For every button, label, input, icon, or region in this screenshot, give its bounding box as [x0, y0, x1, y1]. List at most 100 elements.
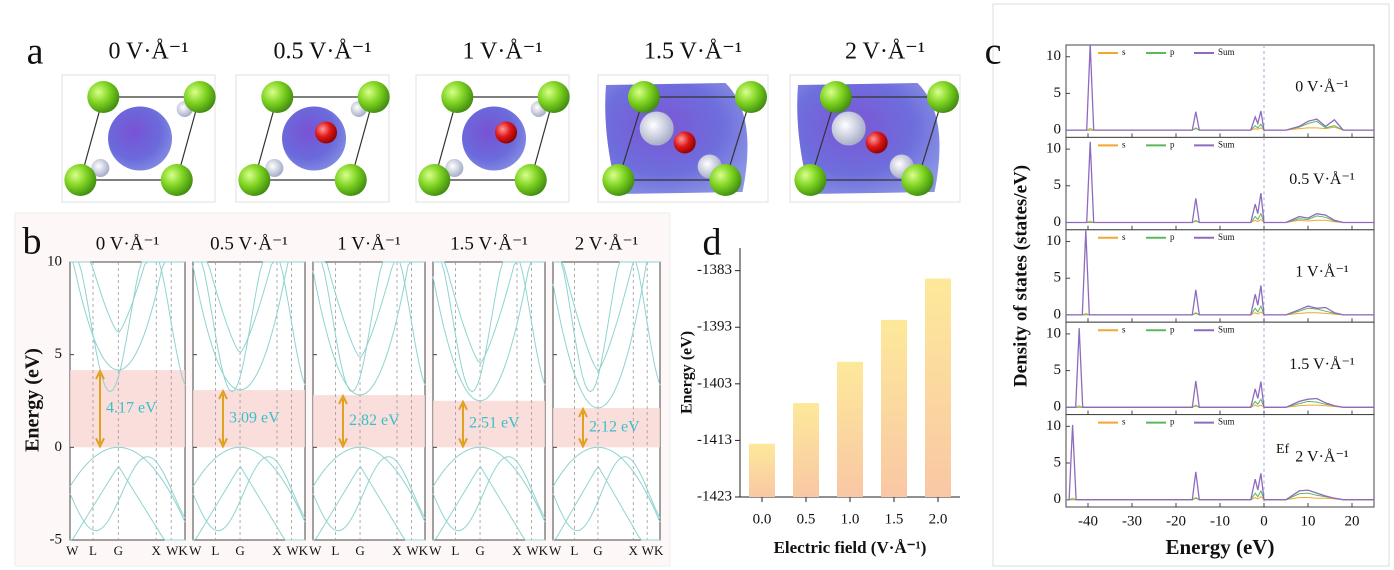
y-tick-label: 0 — [1054, 491, 1062, 507]
y-tick-label: 5 — [1054, 270, 1062, 286]
band-curve — [69, 446, 186, 523]
k-label: W — [549, 543, 562, 558]
band-curve — [312, 261, 425, 396]
band-curve — [313, 261, 425, 359]
band-curve — [313, 261, 426, 393]
atom — [627, 81, 660, 113]
atom — [709, 164, 742, 196]
charge-lobe — [265, 159, 284, 177]
gap-region — [193, 390, 305, 448]
panel-label: d — [703, 222, 722, 264]
oxygen-atom — [865, 131, 888, 154]
y-tick-label: 10 — [1046, 418, 1061, 434]
dos-title: 2 V·Å⁻¹ — [1295, 447, 1349, 465]
x-tick-label: 20 — [1345, 513, 1360, 529]
arrow-head — [218, 388, 228, 400]
charge-lobe — [91, 159, 110, 177]
plot-frame — [1065, 229, 1375, 323]
atom — [441, 81, 474, 113]
gap-region — [70, 370, 185, 448]
x-tick-label: 0.5 — [797, 511, 816, 527]
panel-label: a — [27, 31, 44, 73]
arrow-head — [95, 437, 105, 449]
band-curve — [312, 446, 426, 523]
band-curve — [193, 261, 306, 393]
band-curve — [432, 446, 546, 523]
legend-label: Sum — [1218, 139, 1235, 149]
y-tick-label: 10 — [47, 253, 62, 269]
x-tick-label: -10 — [1210, 513, 1230, 529]
y-axis-label: Density of states (states/eV) — [1010, 165, 1031, 387]
y-tick-label: 10 — [1046, 48, 1061, 64]
dos-line — [1066, 44, 1374, 131]
y-tick-label: 10 — [1046, 141, 1061, 157]
atom — [160, 164, 193, 196]
charge-lobe — [445, 159, 464, 177]
legend-label: p — [1170, 324, 1175, 334]
legend-label: s — [1122, 47, 1126, 57]
legend-label: p — [1170, 417, 1175, 427]
x-axis-label: Energy (eV) — [1165, 535, 1274, 559]
legend-label: s — [1122, 139, 1126, 149]
band-title: 1 V·Å⁻¹ — [337, 233, 401, 254]
y-axis-label: Energy (eV) — [22, 348, 44, 452]
band-curve — [433, 261, 545, 365]
atom — [238, 164, 271, 196]
y-tick-label: -1423 — [697, 488, 732, 504]
band-curve — [432, 261, 545, 402]
legend-label: Sum — [1218, 47, 1235, 57]
band-curve — [432, 456, 546, 532]
band-curve — [433, 261, 546, 393]
dos-title: 0 V·Å⁻¹ — [1295, 78, 1349, 96]
atom — [418, 164, 451, 196]
atom — [794, 164, 827, 196]
legend-label: Sum — [1218, 324, 1235, 334]
structure-title: 0.5 V·Å⁻¹ — [273, 39, 371, 65]
atom — [514, 164, 547, 196]
charge-density — [108, 106, 173, 171]
k-label: W — [429, 543, 442, 558]
k-label: X — [152, 543, 162, 558]
legend-label: p — [1170, 232, 1175, 242]
atom — [334, 164, 367, 196]
y-tick-label: -1413 — [697, 432, 732, 448]
oxygen-atom — [673, 131, 696, 154]
panel-c-frame — [992, 3, 1390, 567]
charge-density — [462, 106, 527, 171]
atom — [602, 164, 635, 196]
y-tick-label: 5 — [1054, 454, 1062, 470]
structure-title: 1 V·Å⁻¹ — [462, 39, 542, 65]
arrow-head — [338, 437, 348, 449]
band-curve — [192, 456, 306, 532]
atom — [735, 81, 767, 113]
y-tick-label: 5 — [1054, 177, 1062, 193]
atom — [87, 81, 120, 113]
ef-label: Ef — [1276, 442, 1290, 457]
band-curve — [192, 446, 306, 523]
atom — [901, 164, 934, 196]
k-label: L — [570, 543, 578, 558]
k-label: WK — [286, 543, 308, 558]
k-label: X — [392, 543, 402, 558]
oxygen-atom — [495, 121, 518, 144]
oxygen-atom — [315, 121, 338, 144]
k-label: G — [475, 543, 484, 558]
k-label: X — [629, 543, 639, 558]
atom — [183, 81, 216, 113]
dos-title: 0.5 V·Å⁻¹ — [1289, 170, 1355, 188]
gap-region — [313, 395, 425, 448]
arrow-head — [458, 399, 468, 411]
x-tick-label: -30 — [1122, 513, 1142, 529]
plot-frame — [1065, 321, 1375, 416]
y-tick-label: 5 — [1054, 85, 1062, 101]
band-curve — [70, 261, 186, 393]
y-tick-label: 0 — [1054, 122, 1062, 138]
gap-label: 2.12 eV — [589, 418, 640, 435]
band-curve — [552, 261, 660, 409]
x-tick-label: 0 — [1260, 513, 1268, 529]
atom — [537, 81, 570, 113]
arrow-head — [338, 393, 348, 405]
charge-density — [282, 106, 347, 171]
x-tick-label: 1.0 — [841, 511, 860, 527]
y-tick-label: 10 — [1046, 233, 1061, 249]
